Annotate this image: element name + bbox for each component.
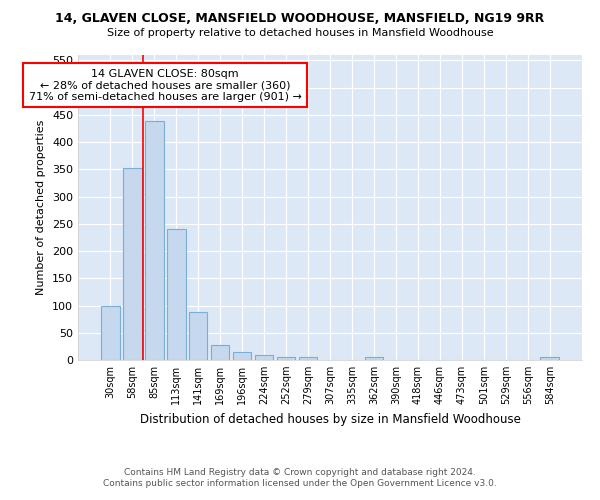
X-axis label: Distribution of detached houses by size in Mansfield Woodhouse: Distribution of detached houses by size … [140, 412, 520, 426]
Bar [365, 358, 383, 360]
Y-axis label: Number of detached properties: Number of detached properties [37, 120, 46, 295]
Bar [167, 230, 185, 360]
Bar [211, 345, 229, 360]
Text: Contains HM Land Registry data © Crown copyright and database right 2024.
Contai: Contains HM Land Registry data © Crown c… [103, 468, 497, 487]
Bar [123, 168, 142, 360]
Bar [541, 358, 559, 360]
Text: 14 GLAVEN CLOSE: 80sqm
← 28% of detached houses are smaller (360)
71% of semi-de: 14 GLAVEN CLOSE: 80sqm ← 28% of detached… [29, 68, 302, 102]
Bar [299, 358, 317, 360]
Bar [233, 352, 251, 360]
Text: Size of property relative to detached houses in Mansfield Woodhouse: Size of property relative to detached ho… [107, 28, 493, 38]
Text: 14, GLAVEN CLOSE, MANSFIELD WOODHOUSE, MANSFIELD, NG19 9RR: 14, GLAVEN CLOSE, MANSFIELD WOODHOUSE, M… [55, 12, 545, 26]
Bar [189, 312, 208, 360]
Bar [145, 122, 164, 360]
Bar [255, 355, 274, 360]
Bar [277, 358, 295, 360]
Bar [101, 306, 119, 360]
